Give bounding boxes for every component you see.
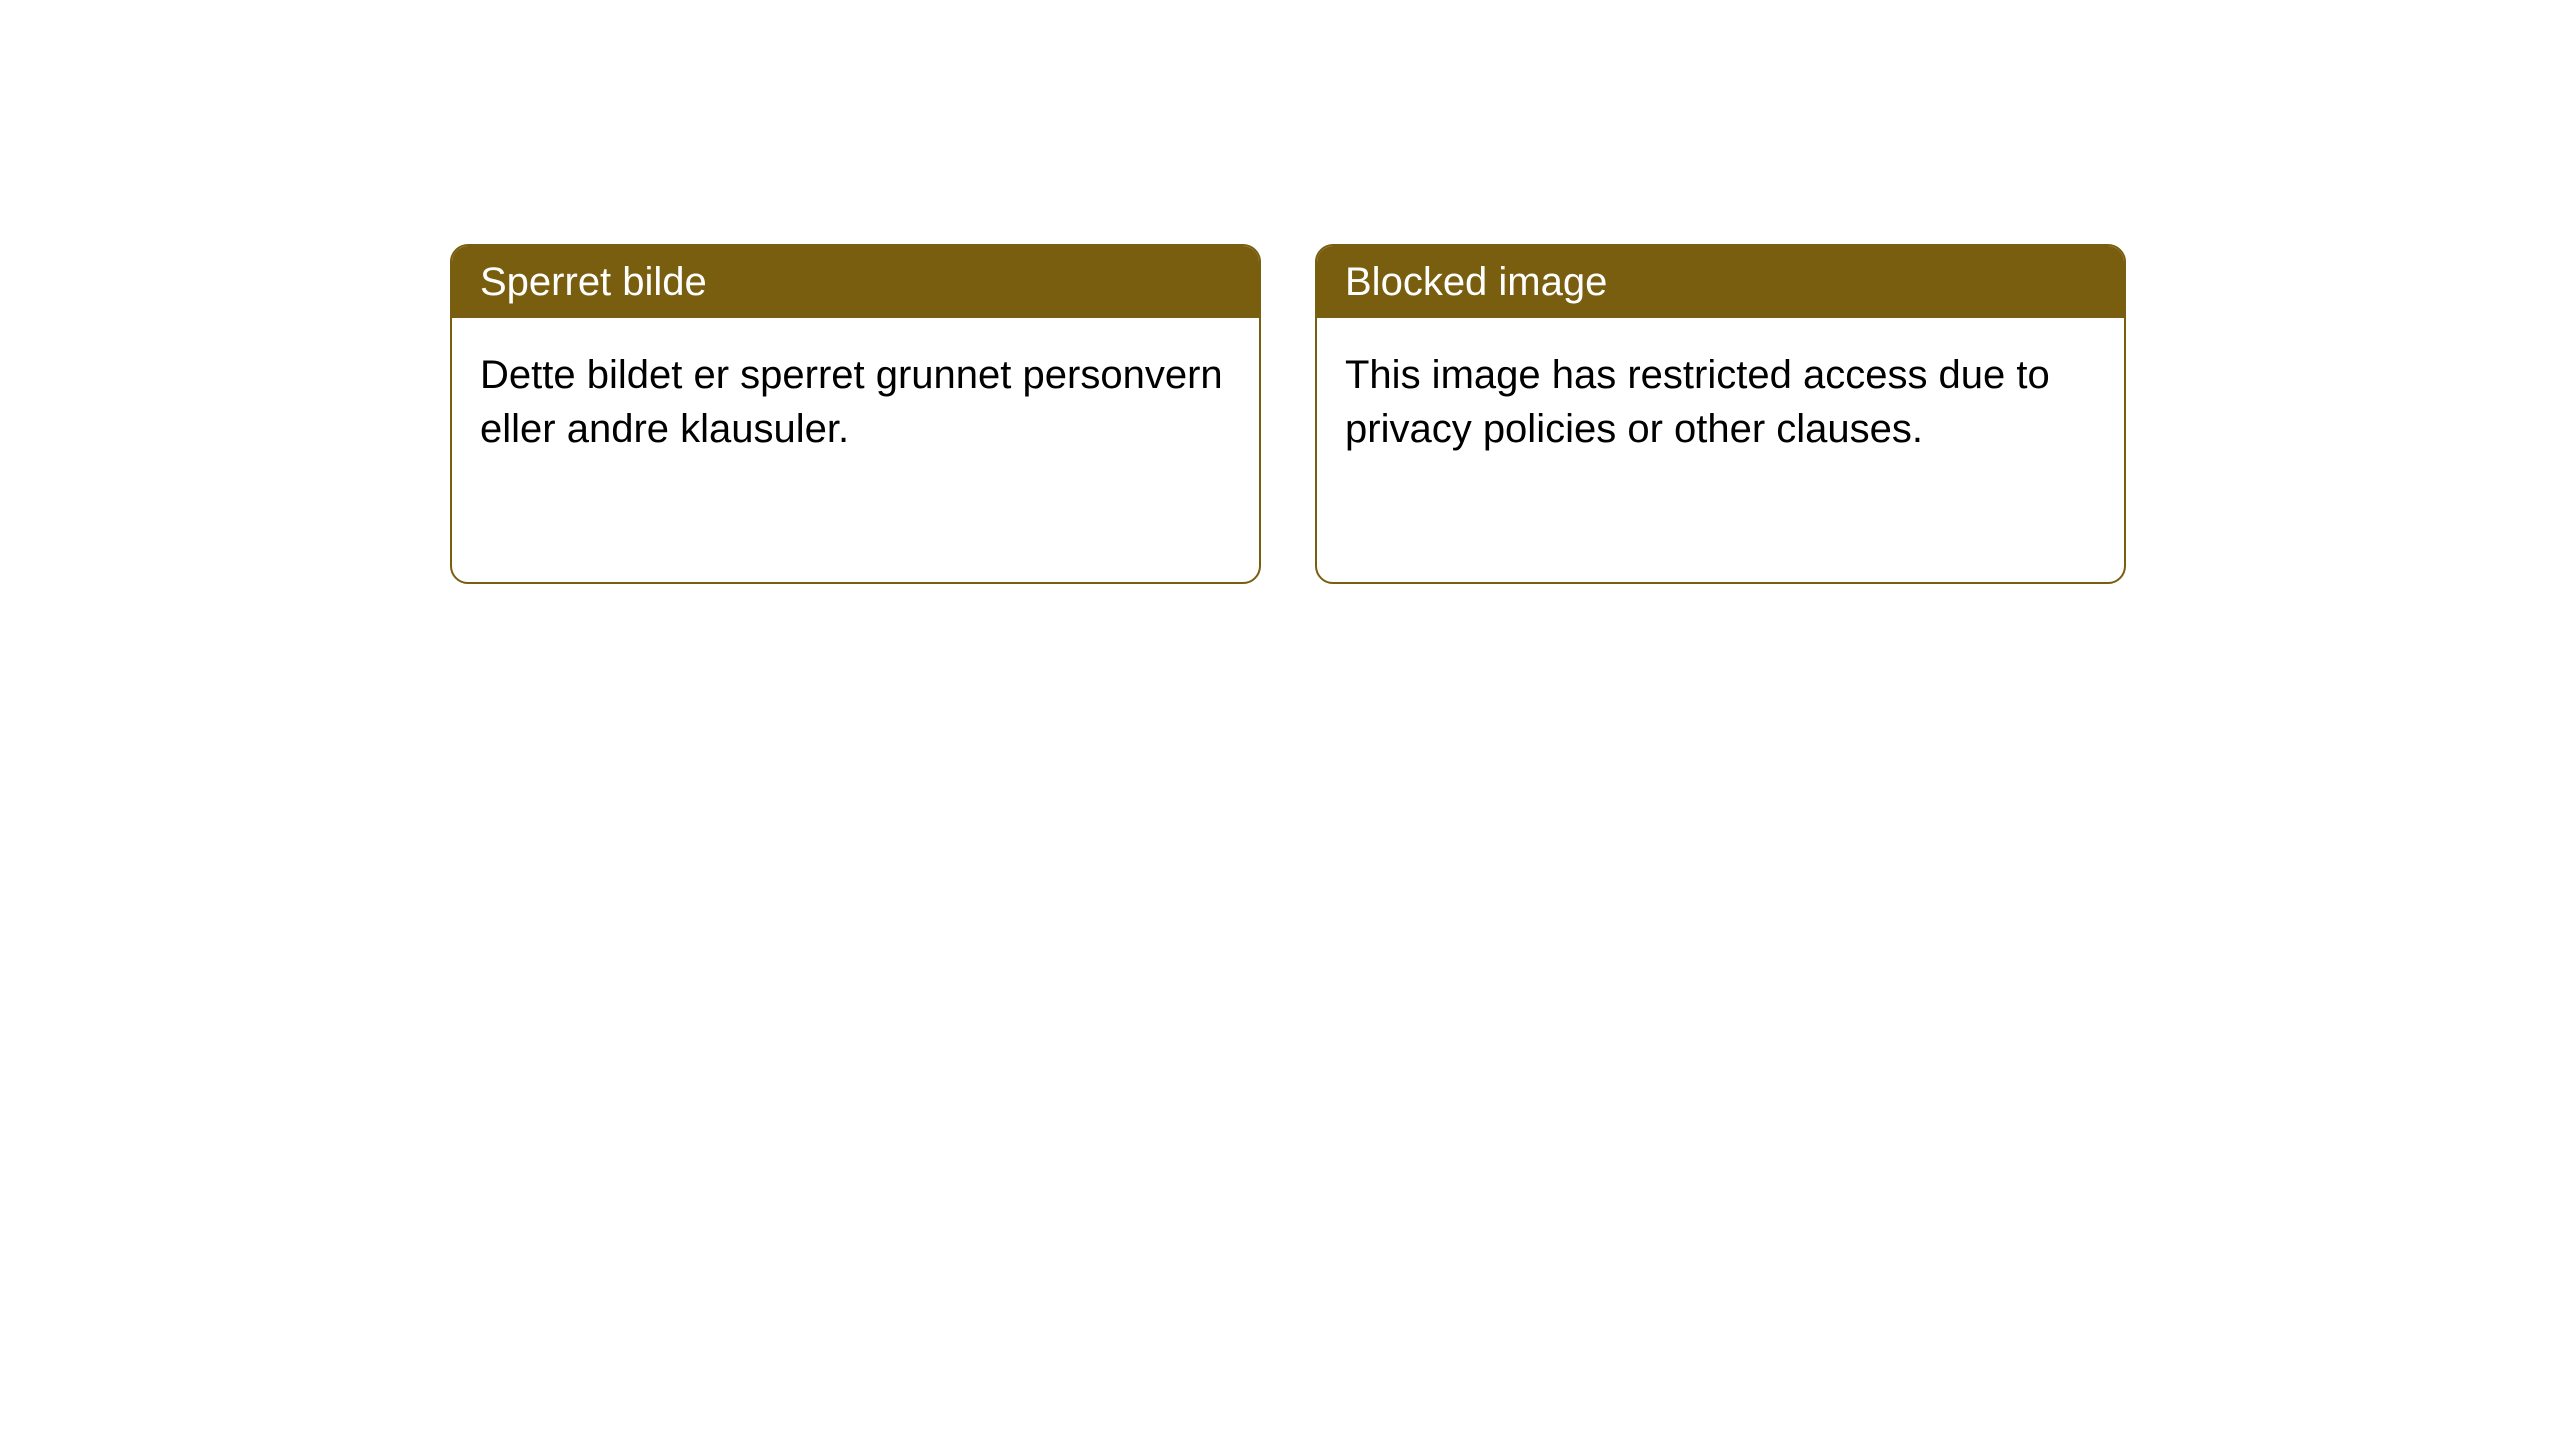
notice-card-english: Blocked image This image has restricted … [1315, 244, 2126, 584]
notice-container: Sperret bilde Dette bildet er sperret gr… [450, 244, 2126, 584]
notice-header: Sperret bilde [452, 246, 1259, 318]
notice-card-norwegian: Sperret bilde Dette bildet er sperret gr… [450, 244, 1261, 584]
notice-body: Dette bildet er sperret grunnet personve… [452, 318, 1259, 486]
notice-header: Blocked image [1317, 246, 2124, 318]
notice-body: This image has restricted access due to … [1317, 318, 2124, 486]
